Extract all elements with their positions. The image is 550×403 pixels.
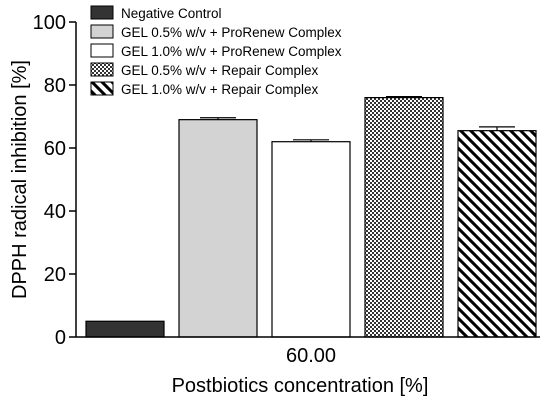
- legend-swatch: [90, 43, 114, 58]
- legend-item-5: GEL 1.0% w/v + Repair Complex: [90, 81, 318, 97]
- bar-4: [364, 96, 444, 338]
- legend-label: GEL 0.5% w/v + ProRenew Complex: [121, 25, 342, 40]
- bar-3: [271, 141, 351, 338]
- bar-1: [85, 320, 165, 338]
- y-tick-label: 80: [44, 75, 66, 97]
- x-tick-label: 60.00: [286, 345, 336, 367]
- legend-swatch: [90, 62, 114, 77]
- legend-swatch: [90, 81, 114, 96]
- x-axis-title: Postbiotics concentration [%]: [172, 375, 429, 397]
- legend-swatch: [90, 5, 114, 20]
- y-tick-label: 60: [44, 138, 66, 160]
- legend-item-1: Negative Control: [90, 5, 222, 21]
- legend-label: GEL 0.5% w/v + Repair Complex: [121, 63, 318, 78]
- bars-group: [85, 96, 537, 338]
- legend: Negative Control GEL 0.5% w/v + ProRenew …: [90, 5, 342, 97]
- legend-item-2: GEL 0.5% w/v + ProRenew Complex: [90, 24, 342, 40]
- bar-2: [178, 119, 258, 338]
- y-tick-label: 0: [55, 327, 66, 349]
- y-axis-title: DPPH radical inhibition [%]: [9, 60, 31, 299]
- legend-item-4: GEL 0.5% w/v + Repair Complex: [90, 62, 318, 78]
- legend-swatch: [90, 24, 114, 39]
- y-tick-label: 100: [33, 12, 66, 34]
- x-ticks-group: 60.00: [286, 345, 336, 367]
- bar-5: [457, 130, 537, 338]
- y-tick-label: 40: [44, 201, 66, 223]
- y-tick-label: 20: [44, 264, 66, 286]
- y-ticks-group: 0 20 40 60 80 100: [33, 12, 76, 349]
- legend-label: GEL 1.0% w/v + Repair Complex: [121, 82, 318, 97]
- legend-label: GEL 1.0% w/v + ProRenew Complex: [121, 44, 342, 59]
- legend-item-3: GEL 1.0% w/v + ProRenew Complex: [90, 43, 342, 59]
- legend-label: Negative Control: [121, 6, 222, 21]
- error-bars-group: [200, 96, 515, 142]
